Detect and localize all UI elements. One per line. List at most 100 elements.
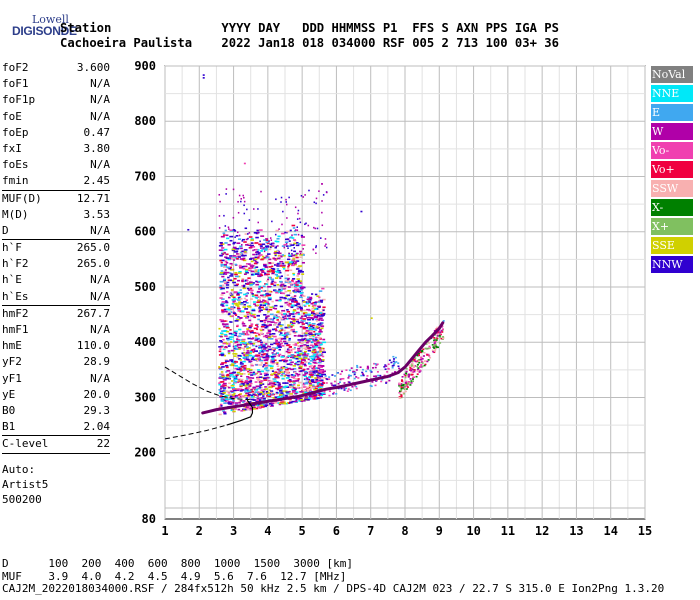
echo-point <box>284 231 288 234</box>
echo-point <box>236 373 240 376</box>
echo-point <box>252 371 255 374</box>
echo-point <box>275 316 279 319</box>
echo-point <box>285 333 290 336</box>
echo-point <box>258 254 263 256</box>
echo-point <box>276 252 280 254</box>
echo-point <box>302 315 306 317</box>
echo-point <box>238 252 242 255</box>
echo-point <box>385 382 388 384</box>
echo-point <box>234 334 237 337</box>
echo-point <box>269 243 273 246</box>
echo-point <box>269 393 273 396</box>
echo-point <box>300 342 304 344</box>
echo-point <box>304 334 307 337</box>
echo-point <box>266 395 270 397</box>
x-tick-label: 11 <box>501 524 515 538</box>
echo-point <box>283 375 286 377</box>
echo-point <box>267 345 270 348</box>
echo-point <box>433 351 436 354</box>
echo-point <box>418 365 421 368</box>
echo-point <box>227 258 231 261</box>
echo-point <box>247 373 250 376</box>
echo-point <box>303 344 307 347</box>
echo-point <box>256 261 259 264</box>
echo-point <box>229 315 233 318</box>
echo-point <box>260 306 264 309</box>
echo-point <box>218 366 221 368</box>
echo-point <box>315 380 319 382</box>
param-value: N/A <box>90 371 110 385</box>
echo-point <box>279 340 283 342</box>
echo-point <box>231 361 234 364</box>
echo-point <box>289 321 294 323</box>
echo-point <box>218 405 223 408</box>
echo-point <box>273 342 277 345</box>
echo-point <box>296 354 301 357</box>
echo-point <box>300 391 304 393</box>
param-row-fof2: foF2 3.600 <box>2 60 110 76</box>
footer-distance-row: D 100 200 400 600 800 1000 1500 3000 [km… <box>2 557 353 570</box>
echo-point <box>318 357 321 360</box>
echo-point <box>235 395 239 397</box>
echo-point <box>319 329 322 331</box>
echo-point <box>433 336 436 339</box>
echo-point <box>287 286 291 288</box>
echo-point <box>220 400 225 402</box>
echo-point <box>315 367 318 369</box>
echo-point <box>317 372 322 375</box>
echo-point <box>259 382 263 385</box>
echo-point <box>314 336 318 339</box>
echo-point <box>240 375 243 377</box>
x-tick-label: 8 <box>401 524 408 538</box>
echo-point <box>267 278 270 281</box>
echo-point <box>232 382 236 384</box>
echo-point <box>234 382 237 384</box>
echo-point <box>245 238 248 241</box>
echo-point <box>270 278 275 281</box>
echo-point <box>243 364 247 367</box>
echo-point <box>297 384 300 387</box>
echo-point <box>410 372 413 374</box>
echo-point <box>309 317 313 319</box>
echo-point <box>238 194 241 197</box>
echo-point <box>431 344 434 346</box>
echo-point <box>246 376 250 378</box>
echo-point <box>277 387 281 390</box>
legend-ssw: SSW <box>651 180 693 197</box>
echo-point <box>399 382 402 385</box>
echo-point <box>295 284 299 286</box>
echo-point <box>442 337 445 339</box>
param-row-foe: foE N/A <box>2 109 110 125</box>
echo-point <box>245 383 248 386</box>
echo-point <box>318 392 321 395</box>
echo-point <box>223 308 227 311</box>
echo-point <box>274 371 278 373</box>
echo-point <box>310 314 314 317</box>
echo-point <box>316 295 320 298</box>
echo-point <box>441 331 444 333</box>
echo-point <box>258 393 262 396</box>
param-name: foE <box>2 109 22 123</box>
echo-point <box>254 399 258 401</box>
param-row-hme: hmE 110.0 <box>2 338 110 354</box>
echo-point <box>236 324 239 327</box>
echo-point <box>283 366 286 368</box>
echo-point <box>288 313 292 315</box>
echo-point <box>222 410 225 412</box>
echo-point <box>234 247 236 250</box>
echo-point <box>326 378 329 381</box>
echo-point <box>222 279 226 282</box>
echo-point <box>227 391 231 394</box>
echo-point <box>224 395 229 397</box>
echo-point <box>265 302 270 305</box>
echo-point <box>232 281 237 284</box>
echo-point <box>316 341 320 344</box>
echo-point <box>252 313 256 316</box>
echo-point <box>254 256 259 259</box>
echo-point <box>315 314 318 316</box>
echo-point <box>273 281 277 284</box>
echo-point <box>273 315 276 318</box>
echo-point <box>272 289 277 292</box>
echo-point <box>272 307 275 309</box>
echo-point <box>268 330 272 333</box>
